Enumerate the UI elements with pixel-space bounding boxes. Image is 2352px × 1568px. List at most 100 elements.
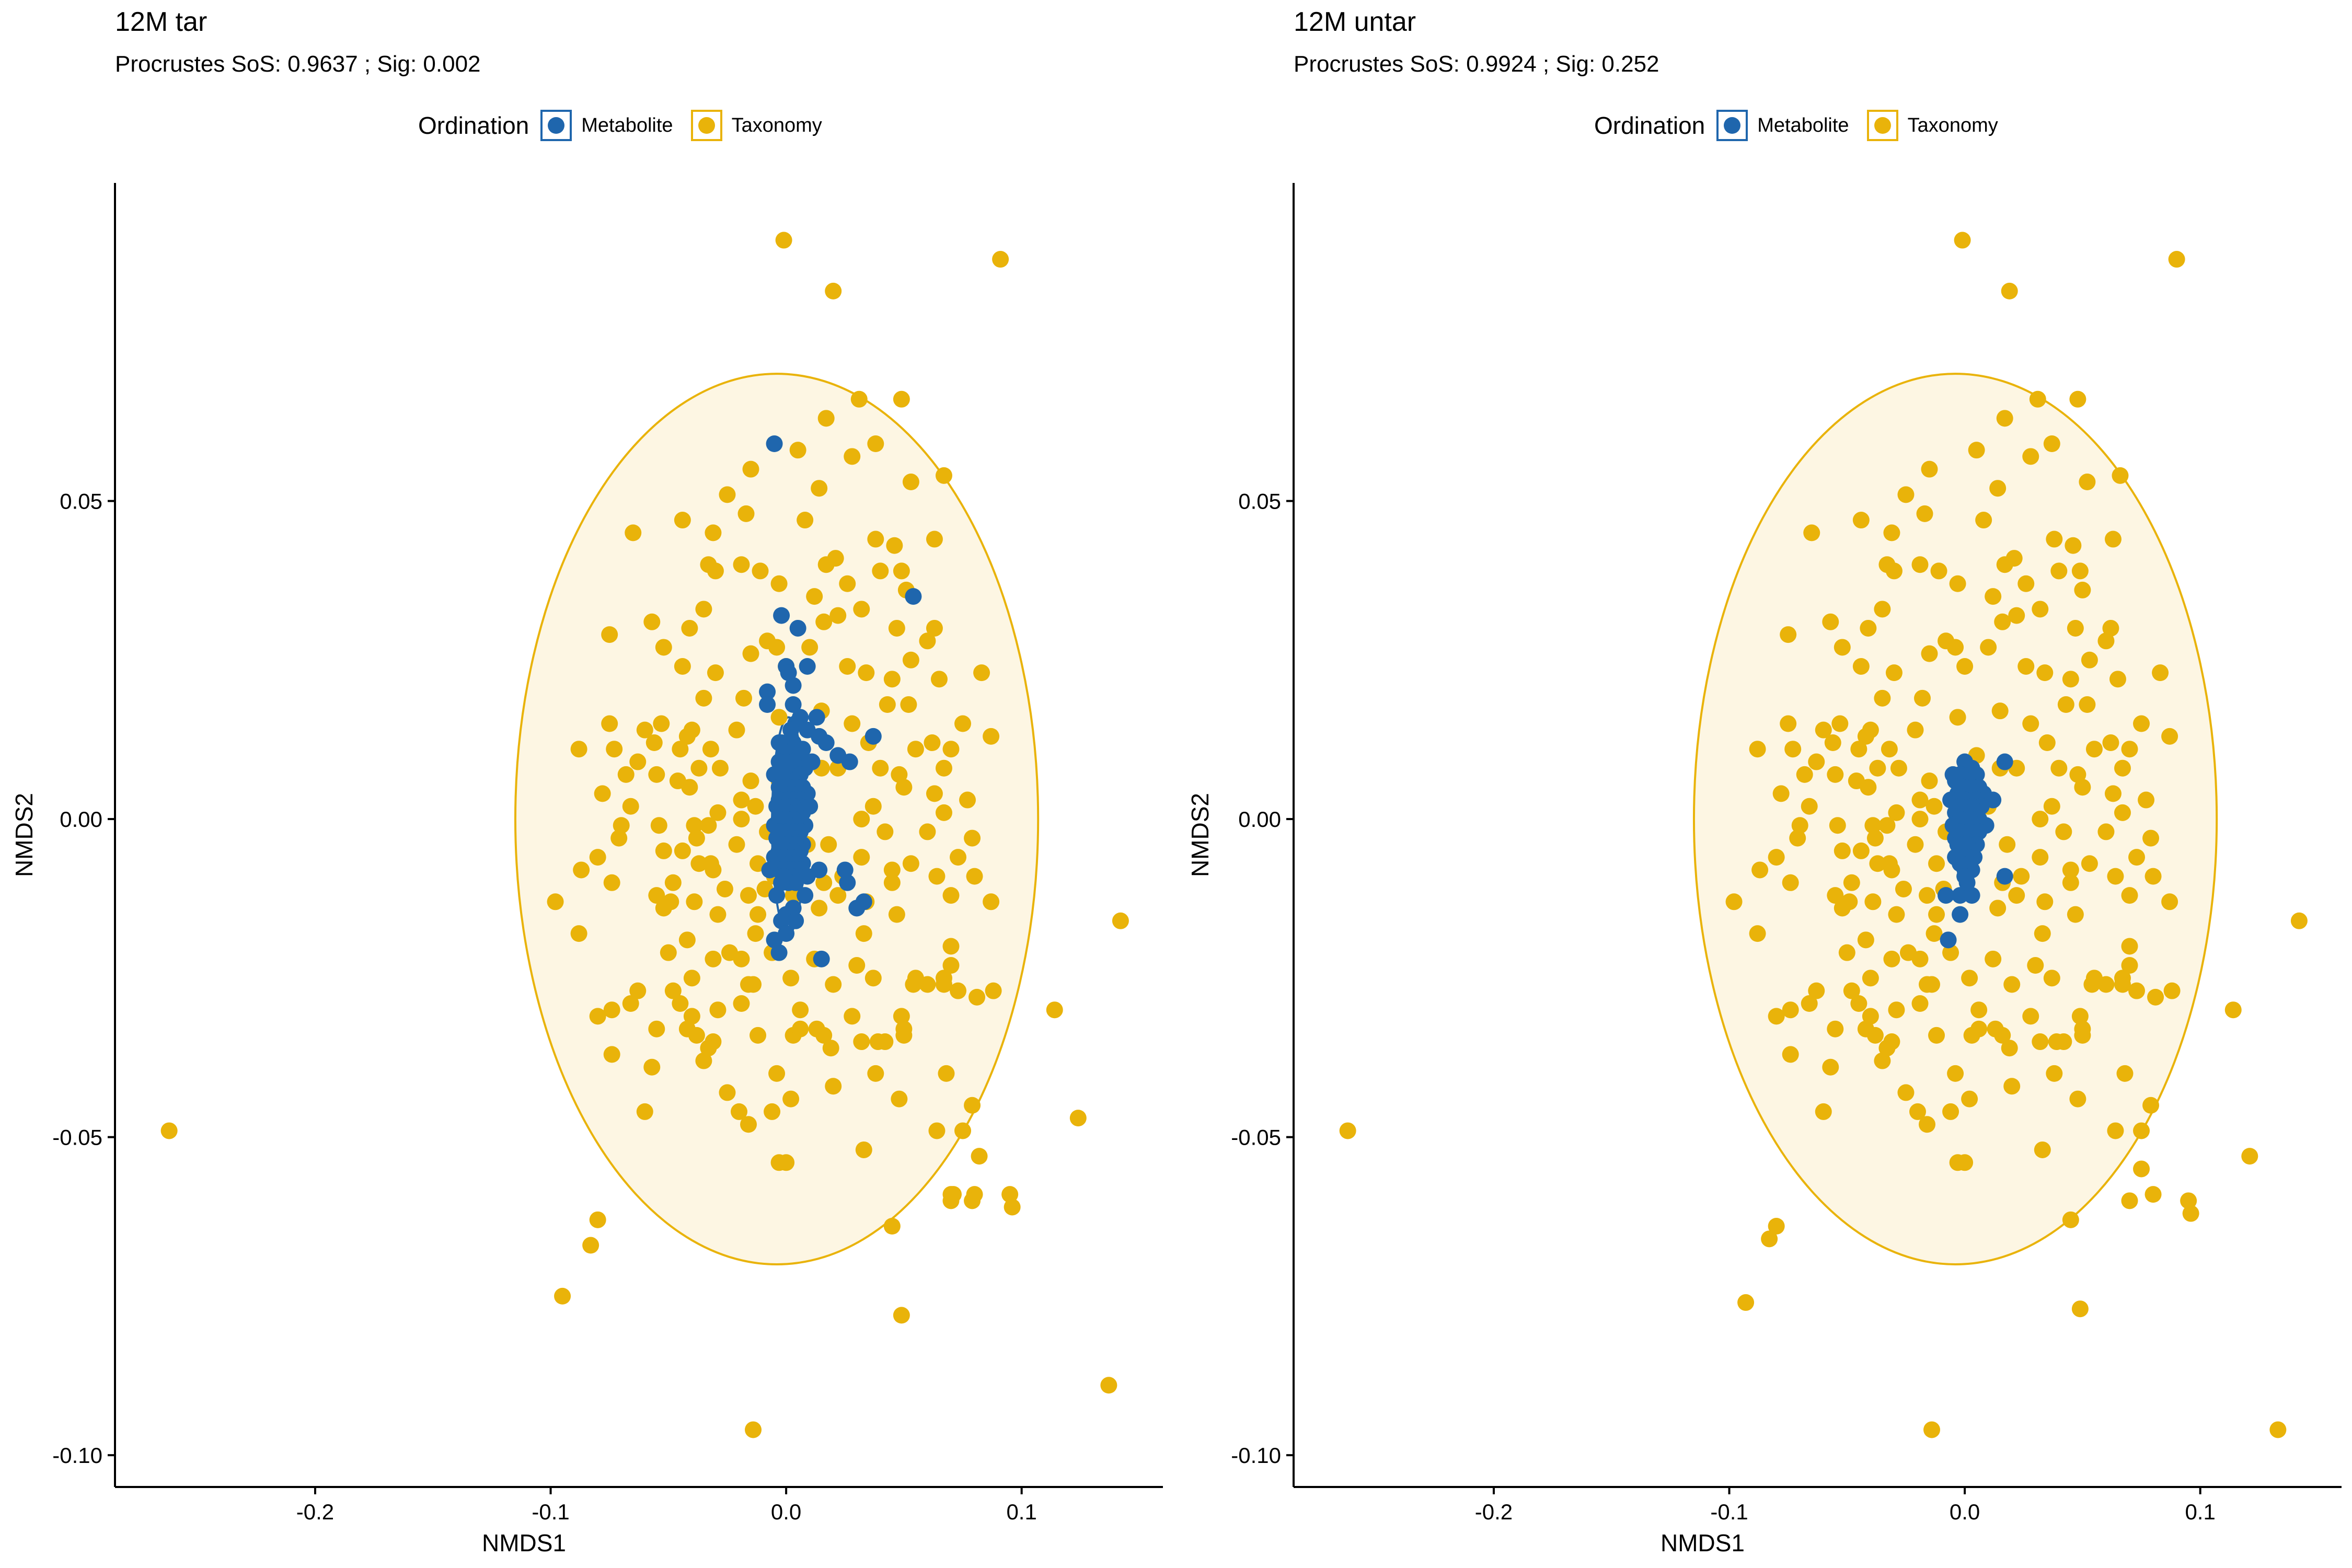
data-point-metabolite — [1985, 791, 2002, 809]
data-point-taxonomy — [674, 512, 691, 529]
data-point-taxonomy — [2022, 1008, 2039, 1025]
data-point-taxonomy — [655, 639, 672, 656]
data-point-taxonomy — [893, 562, 910, 580]
data-point-taxonomy — [2121, 1192, 2138, 1209]
data-point-taxonomy — [924, 734, 941, 752]
data-point-metabolite — [768, 887, 786, 904]
data-point-taxonomy — [742, 460, 759, 478]
data-point-taxonomy — [2008, 887, 2025, 904]
chart-title: 12M tar — [115, 7, 207, 37]
data-point-taxonomy — [752, 562, 769, 580]
x-tick-label: -0.1 — [532, 1500, 569, 1524]
data-point-taxonomy — [2128, 982, 2146, 999]
data-point-taxonomy — [603, 874, 620, 891]
data-point-taxonomy — [2032, 849, 2049, 866]
data-point-taxonomy — [1874, 1052, 1891, 1069]
legend-key-metabolite — [1716, 110, 1748, 141]
data-point-taxonomy — [610, 829, 628, 847]
data-point-taxonomy — [643, 613, 661, 630]
data-point-taxonomy — [603, 1046, 620, 1063]
data-point-taxonomy — [938, 1065, 955, 1082]
data-point-metabolite — [799, 658, 816, 675]
data-point-taxonomy — [1926, 925, 1943, 942]
data-point-taxonomy — [1725, 893, 1743, 910]
data-point-taxonomy — [825, 1078, 842, 1095]
data-point-taxonomy — [1768, 849, 1785, 866]
data-point-taxonomy — [926, 531, 943, 548]
data-point-taxonomy — [672, 995, 689, 1012]
data-point-taxonomy — [1897, 486, 1915, 503]
data-point-taxonomy — [747, 798, 764, 815]
chart-title: 12M untar — [1294, 7, 1416, 37]
data-point-taxonomy — [1737, 1294, 1755, 1311]
data-point-taxonomy — [817, 410, 835, 427]
data-point-taxonomy — [745, 1421, 762, 1438]
data-point-taxonomy — [2032, 601, 2049, 618]
data-point-taxonomy — [617, 766, 635, 783]
legend-label-metabolite: Metabolite — [1757, 114, 1849, 136]
data-point-taxonomy — [935, 804, 952, 821]
data-point-taxonomy — [888, 906, 905, 923]
data-point-metabolite — [1952, 906, 1969, 923]
data-point-taxonomy — [1864, 893, 1882, 910]
data-point-taxonomy — [2142, 1097, 2160, 1114]
data-point-taxonomy — [1878, 1040, 1896, 1057]
data-point-taxonomy — [719, 486, 736, 503]
data-point-taxonomy — [1829, 817, 1846, 834]
data-point-taxonomy — [1866, 1027, 1884, 1044]
data-point-taxonomy — [1942, 944, 1959, 961]
data-point-taxonomy — [900, 696, 917, 713]
legend: Ordination Metabolite Taxonomy — [1594, 105, 2016, 146]
data-point-taxonomy — [839, 658, 856, 675]
data-point-taxonomy — [1949, 575, 1966, 592]
data-point-taxonomy — [2057, 696, 2074, 713]
data-point-taxonomy — [891, 766, 908, 783]
data-point-taxonomy — [589, 849, 606, 866]
data-point-taxonomy — [750, 1027, 767, 1044]
data-point-taxonomy — [2290, 912, 2308, 929]
data-point-taxonomy — [1923, 1421, 1941, 1438]
data-point-taxonomy — [855, 1141, 872, 1158]
data-point-metabolite — [759, 696, 776, 713]
data-point-taxonomy — [1911, 995, 1929, 1012]
data-point-taxonomy — [707, 562, 724, 580]
data-point-taxonomy — [742, 773, 759, 790]
data-point-taxonomy — [954, 715, 972, 732]
data-point-taxonomy — [650, 817, 667, 834]
data-point-taxonomy — [589, 1211, 606, 1228]
data-point-taxonomy — [1862, 970, 1879, 987]
data-point-taxonomy — [1827, 1020, 1844, 1037]
data-point-taxonomy — [942, 1186, 960, 1203]
data-point-taxonomy — [2067, 906, 2084, 923]
data-point-taxonomy — [707, 664, 724, 682]
data-point-taxonomy — [655, 842, 672, 859]
data-point-taxonomy — [2029, 390, 2046, 408]
data-point-taxonomy — [643, 1058, 661, 1076]
data-point-taxonomy — [1895, 880, 1912, 897]
data-point-taxonomy — [1112, 912, 1129, 929]
data-point-taxonomy — [1907, 721, 1924, 739]
data-point-taxonomy — [1928, 855, 1945, 872]
data-point-taxonomy — [886, 537, 903, 554]
data-point-taxonomy — [2069, 390, 2086, 408]
legend-key-metabolite — [540, 110, 572, 141]
data-point-taxonomy — [2142, 829, 2160, 847]
data-point-taxonomy — [1852, 658, 1870, 675]
data-point-taxonomy — [655, 900, 672, 917]
data-point-taxonomy — [742, 645, 759, 662]
data-point-taxonomy — [1843, 982, 1860, 999]
data-point-taxonomy — [1782, 874, 1799, 891]
data-point-taxonomy — [648, 887, 665, 904]
data-point-taxonomy — [2081, 855, 2098, 872]
data-point-taxonomy — [2104, 531, 2122, 548]
data-point-taxonomy — [750, 906, 767, 923]
data-point-taxonomy — [1961, 970, 1978, 987]
data-point-taxonomy — [926, 785, 943, 802]
x-axis-title: NMDS1 — [1661, 1529, 1745, 1557]
data-point-taxonomy — [1909, 1103, 1926, 1120]
data-point-taxonomy — [985, 982, 1002, 999]
data-point-taxonomy — [1911, 811, 1929, 828]
data-point-taxonomy — [594, 785, 611, 802]
data-point-taxonomy — [905, 976, 922, 993]
data-point-metabolite — [785, 696, 802, 713]
